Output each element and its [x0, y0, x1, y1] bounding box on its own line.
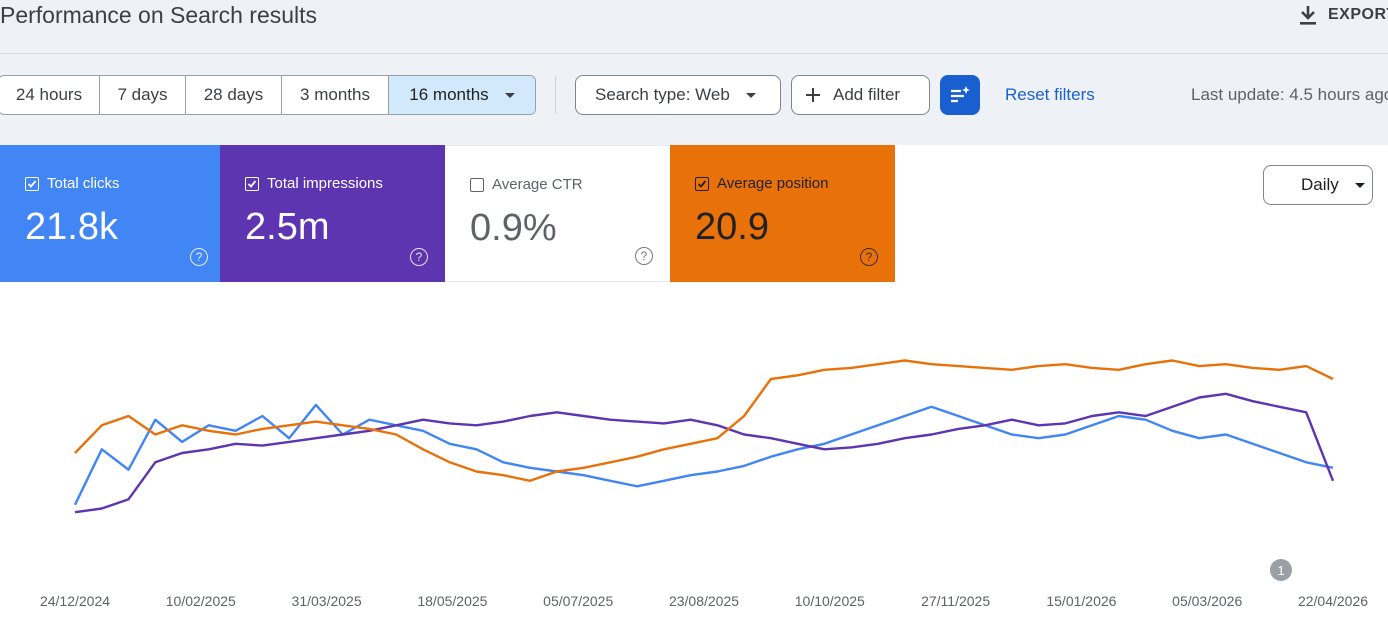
- performance-chart: 24/12/2024 10/02/2025 31/03/2025 18/05/2025…: [40, 359, 1368, 609]
- x-tick-label: 24/12/2024: [40, 593, 110, 609]
- metric-total-impressions[interactable]: Total impressions 2.5m ?: [220, 145, 445, 282]
- chevron-down-icon: [1354, 182, 1365, 188]
- metric-label: Average CTR: [492, 176, 583, 193]
- series-line-average-position: [74, 359, 1334, 482]
- search-type-dropdown[interactable]: Search type: Web: [575, 75, 781, 115]
- range-16-months[interactable]: 16 months: [389, 76, 535, 114]
- x-tick-label: 05/03/2026: [1172, 593, 1242, 609]
- checkbox-icon[interactable]: [695, 176, 709, 191]
- x-tick-label: 31/03/2025: [292, 593, 362, 609]
- date-range-selector: 24 hours 7 days 28 days 3 months 16 mont…: [0, 75, 536, 115]
- help-circle-icon[interactable]: ?: [635, 247, 653, 265]
- help-circle-icon[interactable]: ?: [860, 248, 878, 266]
- export-button[interactable]: EXPORT: [1298, 4, 1388, 26]
- plus-icon: [806, 88, 820, 102]
- add-filter-label: Add filter: [833, 85, 901, 104]
- checkbox-icon[interactable]: [245, 176, 259, 191]
- checkbox-icon[interactable]: [470, 177, 484, 192]
- chevron-down-icon: [745, 92, 756, 98]
- search-type-label: Search type: Web: [595, 85, 730, 104]
- metric-average-position[interactable]: Average position 20.9 ?: [670, 145, 895, 282]
- reset-filters-link[interactable]: Reset filters: [1005, 85, 1095, 104]
- download-icon: [1300, 6, 1316, 25]
- last-update-text: Last update: 4.5 hours ago: [1191, 85, 1388, 104]
- x-tick-label: 22/04/2026: [1298, 593, 1368, 609]
- range-7-days[interactable]: 7 days: [100, 76, 186, 114]
- metric-label: Total impressions: [267, 175, 383, 192]
- help-circle-icon[interactable]: ?: [410, 248, 428, 266]
- x-tick-label: 27/11/2025: [921, 593, 990, 609]
- metric-total-clicks[interactable]: Total clicks 21.8k ?: [0, 145, 225, 282]
- metric-label: Average position: [717, 175, 829, 192]
- metric-average-ctr[interactable]: Average CTR 0.9% ?: [445, 145, 670, 282]
- filter-sparkle-icon: [951, 86, 970, 103]
- x-tick-label: 15/01/2026: [1046, 593, 1116, 609]
- filter-sparkle-button[interactable]: [940, 75, 980, 115]
- metric-label: Total clicks: [47, 175, 120, 192]
- x-tick-label: 05/07/2025: [543, 593, 613, 609]
- x-tick-label: 10/02/2025: [166, 593, 236, 609]
- metric-value: 20.9: [695, 206, 769, 248]
- granularity-dropdown[interactable]: Daily: [1263, 165, 1373, 205]
- toolbar-separator: [555, 76, 556, 114]
- add-filter-button[interactable]: Add filter: [791, 75, 930, 115]
- x-tick-label: 10/10/2025: [795, 593, 865, 609]
- series-line-total-impressions: [74, 392, 1335, 514]
- range-16-months-label: 16 months: [409, 85, 489, 104]
- x-tick-label: 18/05/2025: [417, 593, 487, 609]
- range-28-days[interactable]: 28 days: [186, 76, 282, 114]
- range-3-months[interactable]: 3 months: [282, 76, 389, 114]
- series-line-total-clicks: [73, 403, 1334, 506]
- header-band: [0, 0, 1388, 145]
- metric-value: 21.8k: [25, 206, 118, 248]
- granularity-label: Daily: [1301, 175, 1339, 194]
- help-circle-icon[interactable]: ?: [190, 248, 208, 266]
- header-divider: [0, 53, 1388, 54]
- range-24-hours[interactable]: 24 hours: [0, 76, 100, 114]
- annotation-label: 1: [1277, 563, 1284, 578]
- checkbox-icon[interactable]: [25, 176, 39, 191]
- annotation-marker[interactable]: 1: [1270, 559, 1292, 581]
- page-title: Performance on Search results: [0, 2, 318, 28]
- metric-value: 2.5m: [245, 206, 330, 248]
- metric-value: 0.9%: [470, 207, 557, 249]
- x-tick-label: 23/08/2025: [669, 593, 739, 609]
- export-label: EXPORT: [1328, 6, 1388, 23]
- chevron-down-icon: [504, 92, 515, 98]
